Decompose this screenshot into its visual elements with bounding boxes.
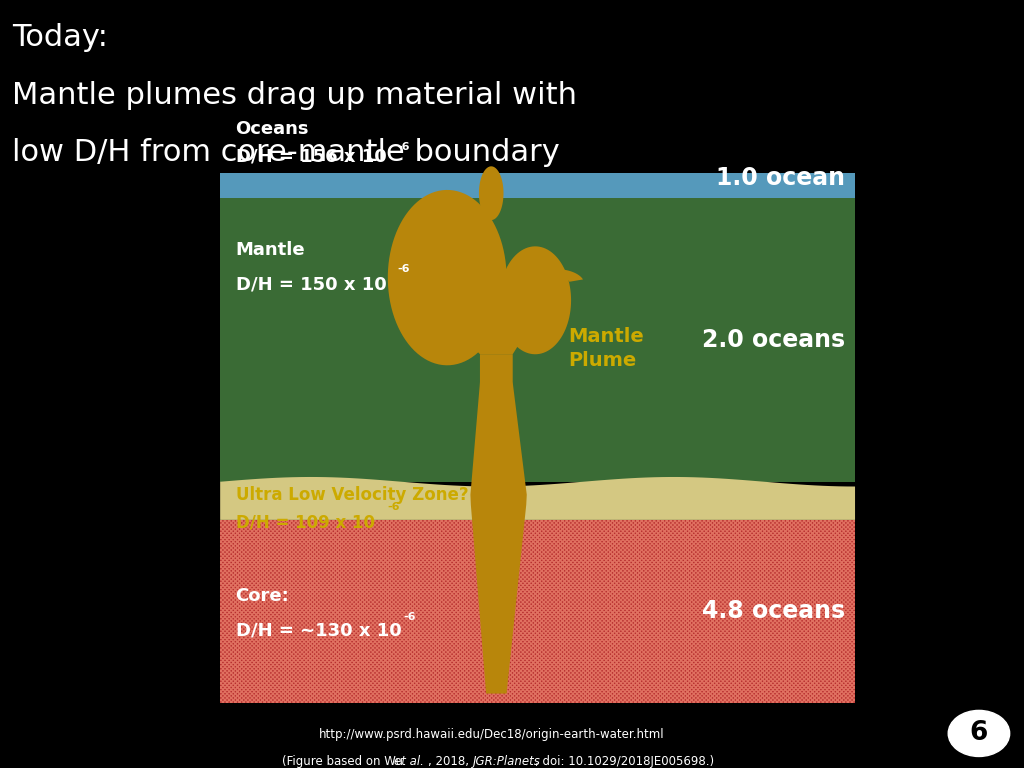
Text: Mantle
Plume: Mantle Plume xyxy=(568,327,644,369)
Text: 2.0 oceans: 2.0 oceans xyxy=(701,328,845,352)
Text: http://www.psrd.hawaii.edu/Dec18/origin-earth-water.html: http://www.psrd.hawaii.edu/Dec18/origin-… xyxy=(318,728,665,741)
Polygon shape xyxy=(388,190,507,366)
Polygon shape xyxy=(479,167,504,220)
Text: Mantle: Mantle xyxy=(236,240,305,259)
Circle shape xyxy=(948,710,1010,756)
Text: -6: -6 xyxy=(387,502,399,511)
Text: (Figure based on Wu: (Figure based on Wu xyxy=(282,755,407,768)
Text: et al.: et al. xyxy=(394,755,424,768)
Text: D/H = 150 x 10: D/H = 150 x 10 xyxy=(236,275,386,293)
Text: JGR:Planets: JGR:Planets xyxy=(473,755,541,768)
Text: D/H = ~130 x 10: D/H = ~130 x 10 xyxy=(236,621,401,640)
Text: -6: -6 xyxy=(397,142,410,152)
Text: Today:: Today: xyxy=(12,23,109,52)
Text: Ultra Low Velocity Zone?: Ultra Low Velocity Zone? xyxy=(236,485,468,504)
Polygon shape xyxy=(500,247,571,354)
Polygon shape xyxy=(527,269,583,289)
Text: Oceans: Oceans xyxy=(236,121,309,138)
Bar xyxy=(220,520,855,703)
Text: Core:: Core: xyxy=(236,587,289,605)
Text: D/H = 156 x 10: D/H = 156 x 10 xyxy=(236,147,386,165)
Text: -6: -6 xyxy=(403,611,416,621)
Text: 6: 6 xyxy=(970,720,988,746)
Text: -6: -6 xyxy=(397,263,410,274)
Text: , 2018,: , 2018, xyxy=(428,755,473,768)
Text: , doi: 10.1029/2018JE005698.): , doi: 10.1029/2018JE005698.) xyxy=(535,755,714,768)
Polygon shape xyxy=(423,295,540,354)
Text: D/H = 109 x 10: D/H = 109 x 10 xyxy=(236,514,375,532)
Text: 1.0 ocean: 1.0 ocean xyxy=(716,166,845,190)
Text: 4.8 oceans: 4.8 oceans xyxy=(701,599,845,624)
Text: low D/H from core-mantle boundary: low D/H from core-mantle boundary xyxy=(12,138,560,167)
Bar xyxy=(220,198,855,482)
Polygon shape xyxy=(470,354,526,694)
Text: Mantle plumes drag up material with: Mantle plumes drag up material with xyxy=(12,81,578,110)
Polygon shape xyxy=(220,477,855,520)
Bar xyxy=(220,173,855,198)
Bar xyxy=(220,520,855,703)
